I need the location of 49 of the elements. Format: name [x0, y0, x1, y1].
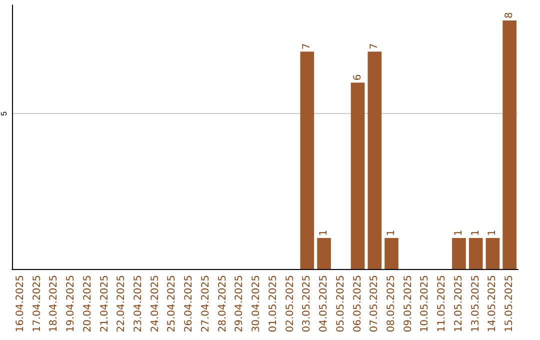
x-tick-label: 09.05.2025	[402, 275, 414, 332]
bar	[368, 52, 382, 269]
x-tick-label: 23.04.2025	[133, 275, 144, 332]
bar	[384, 238, 398, 269]
bar	[468, 238, 483, 269]
x-tick-label: 21.04.2025	[99, 275, 110, 332]
x-tick-label: 26.04.2025	[184, 275, 195, 332]
x-tick-label: 01.05.2025	[268, 275, 279, 332]
data-label: 6	[352, 74, 364, 81]
x-tick-label: 12.05.2025	[453, 275, 464, 332]
data-label: 1	[318, 230, 330, 236]
data-label: 1	[470, 230, 482, 236]
x-tick-label: 27.04.2025	[200, 275, 212, 332]
x-tick-label: 06.05.2025	[352, 275, 364, 332]
x-tick-label: 25.04.2025	[166, 275, 178, 332]
data-label: 7	[369, 43, 380, 50]
x-tick-label: 22.04.2025	[116, 275, 128, 332]
data-label: 8	[504, 12, 516, 19]
x-tick-label: 13.05.2025	[470, 275, 482, 332]
bar	[317, 238, 331, 269]
bar	[452, 238, 466, 269]
x-tick-label: 17.04.2025	[32, 275, 43, 332]
x-tick-label: 29.04.2025	[234, 275, 246, 332]
data-label: 1	[487, 230, 498, 236]
bar	[502, 20, 516, 269]
bar	[486, 238, 500, 269]
data-label: 1	[453, 230, 464, 236]
x-tick-label: 08.05.2025	[386, 275, 397, 332]
x-tick-label: 20.04.2025	[82, 275, 94, 332]
y-tick-label: 5	[0, 110, 8, 116]
x-tick-label: 28.04.2025	[217, 275, 228, 332]
x-tick-label: 15.05.2025	[504, 275, 516, 332]
x-tick-label: 16.04.2025	[14, 275, 26, 332]
bar	[300, 52, 314, 269]
x-tick-label: 02.05.2025	[284, 275, 296, 332]
x-tick-label: 30.04.2025	[251, 275, 262, 332]
data-label: 1	[386, 230, 397, 236]
x-tick-label: 03.05.2025	[302, 275, 313, 332]
x-tick-label: 05.05.2025	[335, 275, 346, 332]
x-tick-label: 18.04.2025	[48, 275, 60, 332]
x-tick-label: 10.05.2025	[420, 275, 431, 332]
x-tick-label: 11.05.2025	[436, 275, 448, 332]
bar	[350, 82, 365, 269]
x-tick-label: 07.05.2025	[369, 275, 380, 332]
data-label: 7	[302, 43, 313, 50]
x-tick-label: 24.04.2025	[150, 275, 161, 332]
x-tick-label: 19.04.2025	[66, 275, 77, 332]
x-tick-label: 04.05.2025	[318, 275, 330, 332]
x-tick-label: 14.05.2025	[487, 275, 498, 332]
